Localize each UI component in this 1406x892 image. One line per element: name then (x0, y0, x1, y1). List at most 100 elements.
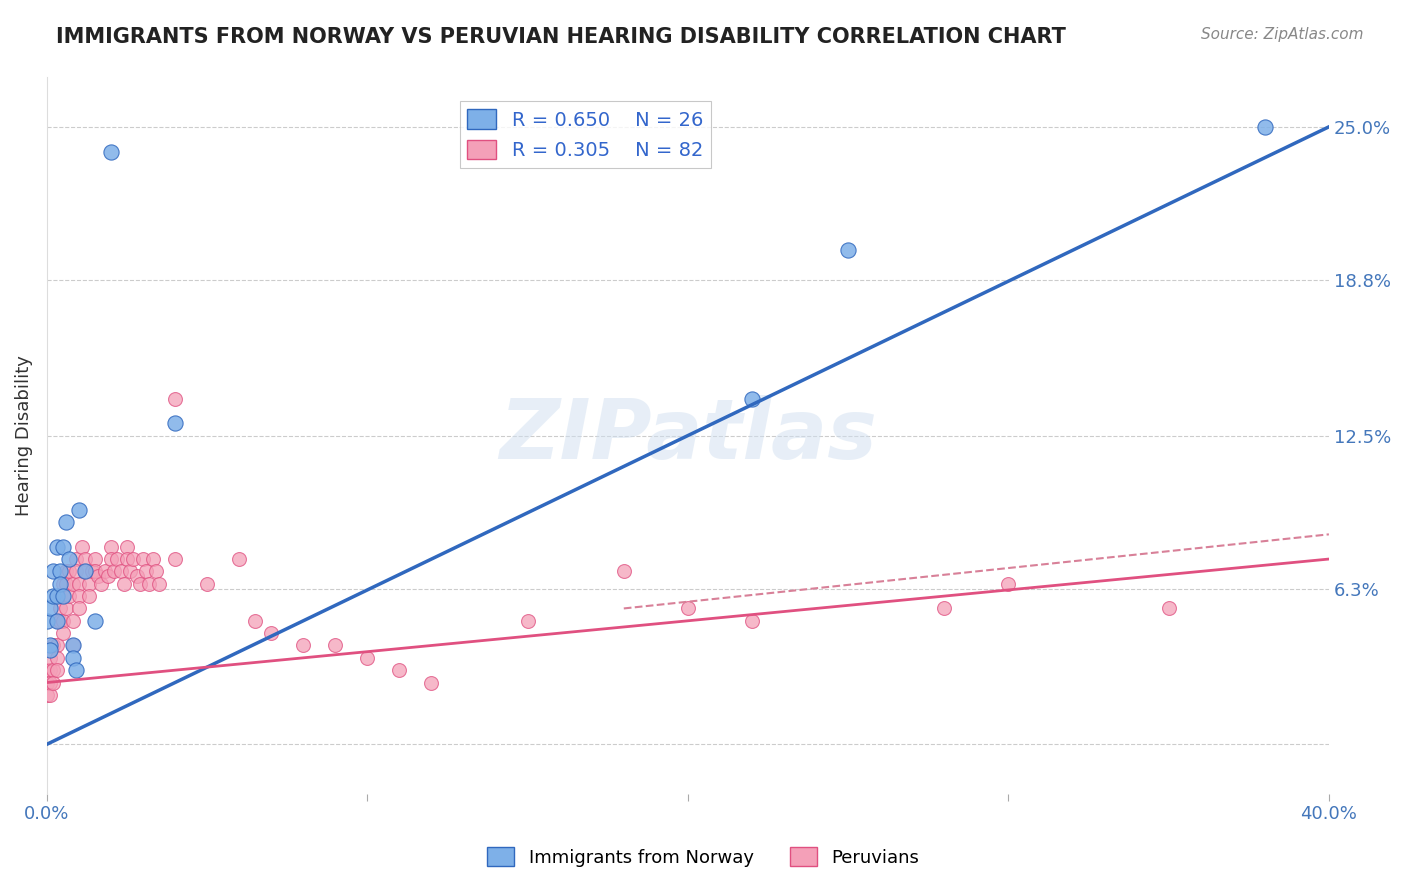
Point (58, 565, 80, 579)
Point (165, 416, 187, 430)
Point (132, 552, 155, 566)
Point (62, 614, 84, 628)
Point (90, 576, 112, 591)
Point (84, 565, 107, 579)
Point (75, 552, 97, 566)
Point (65, 663, 87, 677)
Point (115, 540, 138, 554)
Point (39, 650, 62, 665)
Point (997, 576, 1019, 591)
Point (48, 576, 70, 591)
Point (39, 688, 62, 702)
Point (39, 643, 62, 657)
Point (45, 614, 67, 628)
Legend: Immigrants from Norway, Peruvians: Immigrants from Norway, Peruvians (479, 840, 927, 874)
Point (35, 614, 58, 628)
Point (75, 565, 97, 579)
Point (52, 589, 75, 603)
Point (195, 576, 218, 591)
Point (42, 675, 65, 690)
Point (48, 565, 70, 579)
Point (55, 601, 77, 615)
Point (52, 576, 75, 591)
Point (35, 688, 58, 702)
Point (70, 540, 93, 554)
Point (837, 244, 859, 258)
Point (741, 614, 763, 628)
Point (45, 663, 67, 677)
Point (45, 639, 67, 653)
Point (48, 614, 70, 628)
Point (97, 569, 120, 583)
Point (292, 639, 315, 653)
Point (228, 552, 250, 566)
Point (516, 614, 538, 628)
Point (165, 392, 187, 406)
Point (52, 589, 75, 603)
Point (52, 540, 75, 554)
Point (48, 601, 70, 615)
Point (52, 614, 75, 628)
Point (62, 576, 84, 591)
Point (120, 565, 142, 579)
Point (39, 675, 62, 690)
Point (934, 601, 956, 615)
Point (42, 639, 65, 653)
Point (62, 650, 84, 665)
Point (39, 663, 62, 677)
Point (741, 392, 763, 406)
Point (122, 552, 145, 566)
Point (55, 576, 77, 591)
Point (80, 565, 103, 579)
Point (42, 663, 65, 677)
Point (77, 576, 100, 591)
Point (42, 589, 65, 603)
Legend: R = 0.650    N = 26, R = 0.305    N = 82: R = 0.650 N = 26, R = 0.305 N = 82 (460, 102, 711, 168)
Point (39, 639, 62, 653)
Point (100, 552, 122, 566)
Point (67, 502, 90, 516)
Point (388, 663, 411, 677)
Point (84, 552, 107, 566)
Point (356, 650, 378, 665)
Y-axis label: Hearing Disability: Hearing Disability (15, 355, 32, 516)
Text: Source: ZipAtlas.com: Source: ZipAtlas.com (1201, 27, 1364, 42)
Point (245, 614, 267, 628)
Point (135, 565, 157, 579)
Point (613, 565, 636, 579)
Point (67, 589, 90, 603)
Point (128, 576, 150, 591)
Point (58, 589, 80, 603)
Point (103, 565, 125, 579)
Text: ZIPatlas: ZIPatlas (499, 395, 877, 476)
Text: IMMIGRANTS FROM NORWAY VS PERUVIAN HEARING DISABILITY CORRELATION CHART: IMMIGRANTS FROM NORWAY VS PERUVIAN HEARI… (56, 27, 1066, 46)
Point (45, 540, 67, 554)
Point (67, 601, 90, 615)
Point (45, 650, 67, 665)
Point (100, 145, 122, 159)
Point (148, 576, 170, 591)
Point (325, 639, 347, 653)
Point (67, 576, 90, 591)
Point (75, 565, 97, 579)
Point (145, 565, 167, 579)
Point (100, 540, 122, 554)
Point (676, 601, 699, 615)
Point (260, 626, 283, 640)
Point (1157, 601, 1180, 615)
Point (142, 552, 165, 566)
Point (62, 639, 84, 653)
Point (93, 565, 115, 579)
Point (65, 552, 87, 566)
Point (42, 565, 65, 579)
Point (84, 614, 107, 628)
Point (87, 569, 110, 583)
Point (62, 639, 84, 653)
Point (55, 515, 77, 529)
Point (52, 626, 75, 640)
Point (110, 565, 132, 579)
Point (105, 552, 128, 566)
Point (35, 675, 58, 690)
Point (115, 552, 138, 566)
Point (35, 663, 58, 677)
